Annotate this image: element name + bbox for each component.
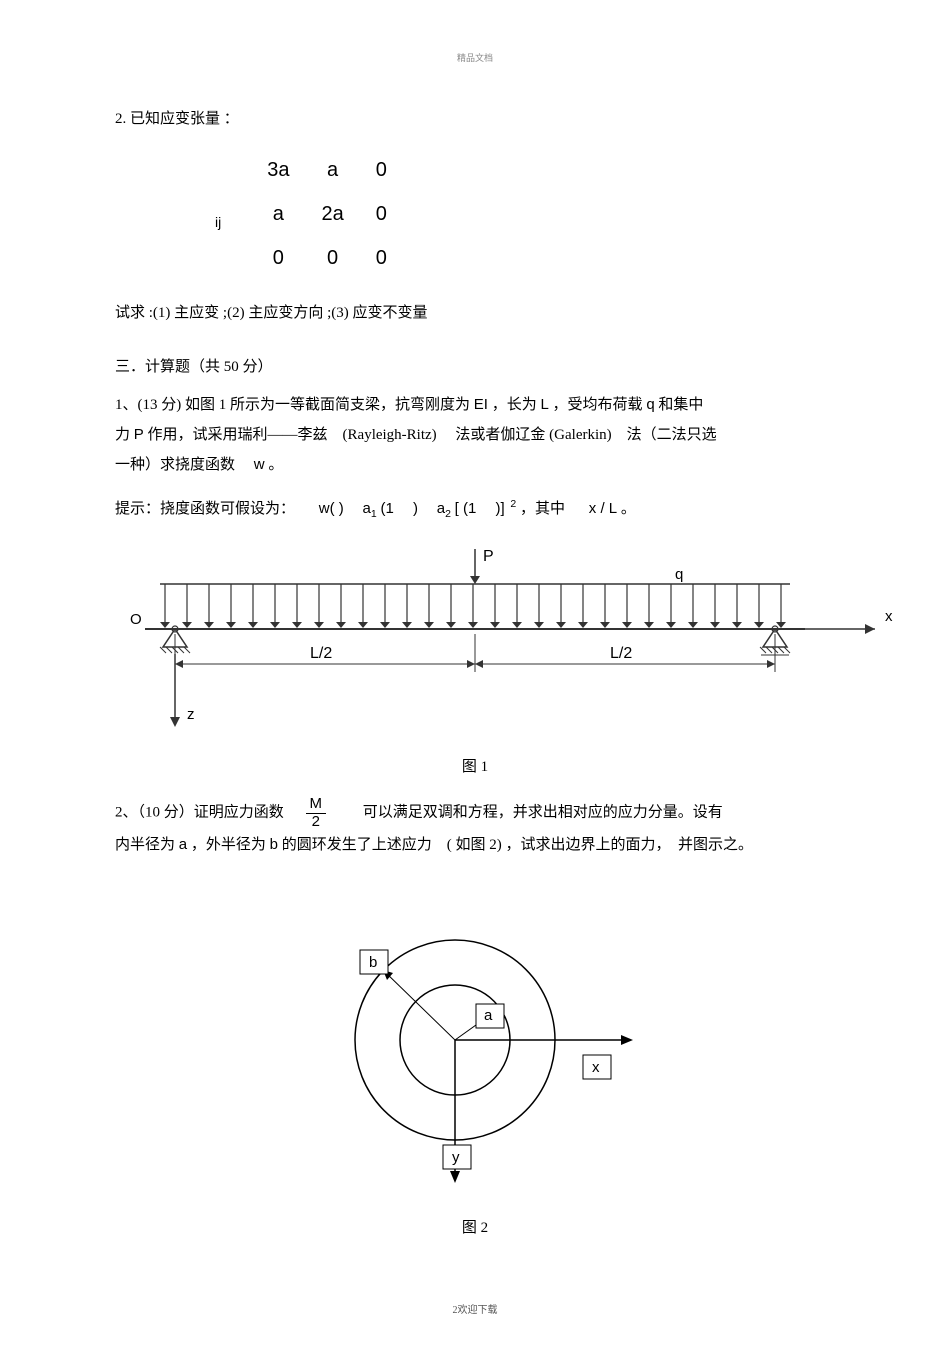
- p1-line3: 一种）求挠度函数: [115, 457, 250, 473]
- p1-w: w: [254, 456, 265, 473]
- hint-a2: a: [437, 500, 445, 517]
- svg-text:O: O: [130, 611, 142, 628]
- p1-period: 。: [268, 457, 283, 473]
- p2-a: a: [179, 836, 187, 853]
- svg-text:y: y: [452, 1149, 460, 1166]
- hint-pre: 提示：挠度函数可假设为：: [115, 501, 295, 517]
- q2-title: 2. 已知应变张量 ：: [115, 106, 835, 133]
- hint-t1: (1 ): [380, 500, 418, 517]
- page-footer: 2欢迎下载: [115, 1302, 835, 1320]
- p1-line2a: 力: [115, 427, 130, 443]
- p1-P: P: [134, 426, 144, 443]
- fig2-caption: 图 2: [115, 1215, 835, 1242]
- hint: 提示：挠度函数可假设为： w( ) a1 (1 ) a2 [ (1 )] 2 ，…: [115, 495, 835, 524]
- p2-mid: 可以满足双调和方程，并求出相对应的应力分量。设有: [348, 805, 723, 821]
- svg-text:z: z: [187, 706, 195, 723]
- beam-diagram: Pq x Oz L/2 L/2: [115, 544, 905, 729]
- problem-2: 2、（10 分）证明应力函数 M 2 可以满足双调和方程，并求出相对应的应力分量…: [115, 796, 835, 860]
- q2-ask: 试求 :(1) 主应变 ;(2) 主应变方向 ;(3) 应变不变量: [115, 300, 835, 327]
- hint-period: 。: [621, 501, 636, 517]
- hint-w: w( ): [319, 500, 344, 517]
- svg-text:b: b: [369, 954, 377, 971]
- hint-post2: x / L: [589, 500, 617, 517]
- svg-text:L/2: L/2: [610, 645, 632, 662]
- svg-text:x: x: [885, 608, 893, 625]
- m-00: 3a: [251, 148, 305, 192]
- p2-line2b: ，外半径为: [191, 837, 266, 853]
- p1-mid2: ，受均布荷载: [553, 397, 643, 413]
- m-10: a: [251, 192, 305, 236]
- m-20: 0: [251, 236, 305, 280]
- p2-b: b: [270, 836, 278, 853]
- svg-text:x: x: [592, 1059, 600, 1076]
- m-11: 2a: [305, 192, 359, 236]
- m-02: 0: [360, 148, 403, 192]
- frac-den: 2: [308, 814, 324, 831]
- svg-text:q: q: [675, 566, 683, 583]
- strain-tensor-matrix: ij 3a a 0 a 2a 0 0 0 0: [215, 148, 835, 280]
- matrix-subscript: ij: [215, 210, 221, 235]
- svg-text:L/2: L/2: [310, 645, 332, 662]
- hint-post1: ，其中: [520, 501, 565, 517]
- hint-a1: a: [363, 500, 371, 517]
- p1-q: q: [646, 396, 654, 413]
- m-12: 0: [360, 192, 403, 236]
- p1-pre: 1、(13 分) 如图 1 所示为一等截面简支梁，抗弯刚度为: [115, 397, 470, 413]
- figure-1: PqxOzL/2L/2: [115, 544, 835, 739]
- m-01: a: [305, 148, 359, 192]
- svg-text:a: a: [484, 1007, 493, 1024]
- p1-mid3: 和集中: [658, 397, 703, 413]
- p1-EI: EI: [474, 396, 488, 413]
- hint-sub1: 1: [371, 508, 377, 520]
- m-22: 0: [360, 236, 403, 280]
- p1-L: L: [540, 396, 548, 413]
- section-3: 三．计算题（共 50 分） 1、(13 分) 如图 1 所示为一等截面简支梁，抗…: [115, 352, 835, 1242]
- svg-text:P: P: [483, 548, 494, 565]
- p2-line2c: 的圆环发生了上述应力 ( 如图 2) ，试求出边界上的面力， 并图示之。: [282, 837, 753, 853]
- matrix-body: 3a a 0 a 2a 0 0 0 0: [251, 148, 403, 280]
- hint-sub2: 2: [445, 508, 451, 520]
- p1-line2b: 作用，试采用瑞利——李兹 (Rayleigh-Ritz) 法或者伽辽金 (Gal…: [148, 427, 717, 443]
- frac-num: M: [306, 796, 327, 814]
- p2-line2a: 内半径为: [115, 837, 175, 853]
- p1-mid1: ，长为: [492, 397, 537, 413]
- header-watermark: 精品文档: [115, 50, 835, 66]
- p2-frac: M 2: [306, 805, 330, 821]
- m-21: 0: [305, 236, 359, 280]
- figure-2: a b x y: [115, 890, 835, 1200]
- footer-text: 欢迎下载: [458, 1305, 498, 1316]
- section3-title: 三．计算题（共 50 分）: [115, 352, 835, 382]
- hint-t2: [ (1 )]: [455, 500, 505, 517]
- ring-diagram: a b x y: [305, 890, 645, 1190]
- p2-pre: 2、（10 分）证明应力函数: [115, 805, 284, 821]
- problem-1: 1、(13 分) 如图 1 所示为一等截面简支梁，抗弯刚度为 EI ，长为 L …: [115, 390, 835, 480]
- fig1-caption: 图 1: [115, 754, 835, 781]
- hint-sup2: 2: [510, 498, 516, 510]
